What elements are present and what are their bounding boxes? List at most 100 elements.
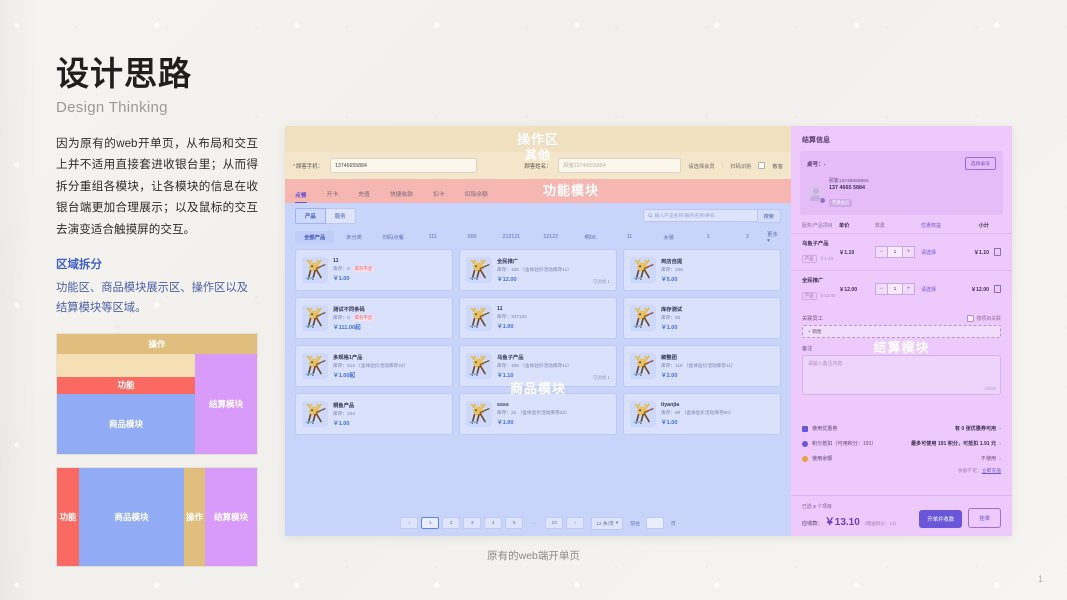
category-item[interactable]: 111 — [428, 234, 437, 240]
coupon-value: 有 0 张优惠券可用 › — [954, 425, 1001, 433]
product-thumbnail-icon — [633, 403, 654, 424]
select-table-button[interactable]: 选择桌号 — [964, 157, 996, 170]
decrease-button[interactable]: − — [875, 246, 888, 258]
balance-row[interactable]: 使用余额 不使用 › — [791, 451, 1012, 466]
product-card[interactable]: 库存测试 库存：83 ￥1.00 — [623, 297, 781, 339]
checkout-button[interactable]: 开单并收款 — [919, 510, 963, 528]
product-stock: 库存：110 （含体验价活动库存11） — [661, 362, 736, 368]
balance-label: 使用余额 — [812, 456, 833, 462]
by-item-checkbox[interactable] — [966, 315, 974, 322]
scan-identify-link[interactable]: 扫码识别 — [730, 163, 752, 170]
page-size-select[interactable]: 12 条/页 ▾ — [591, 516, 624, 530]
category-item[interactable]: 2 — [745, 234, 749, 240]
page-prev[interactable]: ‹ — [400, 517, 419, 529]
type-segment: 产品 服务 — [295, 208, 356, 224]
increase-button[interactable]: + — [902, 283, 915, 295]
page-1[interactable]: 1 — [421, 517, 440, 529]
cart-item-discount[interactable]: 请选择 — [921, 249, 937, 256]
product-card[interactable]: 乌鱼子产品 库存：109 （含体验价活动库存11） ￥1.10 已添加 1 — [459, 345, 617, 387]
product-card[interactable]: 椒整团 库存：110 （含体验价活动库存11） ￥2.00 — [623, 345, 781, 387]
page-2[interactable]: 2 — [442, 517, 461, 529]
increase-button[interactable]: + — [902, 246, 915, 258]
tab-diancan[interactable]: 点餐 — [295, 190, 307, 203]
tab-kouka[interactable]: 扣卡 — [433, 192, 445, 198]
category-item[interactable]: 11 — [626, 234, 633, 240]
search-button[interactable]: 搜索 — [757, 209, 781, 223]
chevron-down-icon: ▾ — [767, 238, 770, 244]
product-card[interactable]: ssss 库存：22 （含体验价活动库存22） ￥1.00 — [459, 393, 617, 435]
select-member-link[interactable]: 请选择会员 — [688, 163, 715, 170]
segment-service[interactable]: 服务 — [325, 208, 356, 224]
category-item[interactable]: 未分类 — [346, 235, 362, 241]
product-name: 铜鱼产品 — [333, 403, 355, 410]
chevron-right-icon: › — [999, 425, 1001, 432]
diagram1-function: 功能 — [57, 376, 195, 394]
category-item[interactable]: 000 — [467, 234, 477, 240]
name-input[interactable]: 顾客13746655884 — [558, 158, 682, 173]
edit-icon[interactable] — [820, 197, 825, 203]
recharge-link[interactable]: 立即充值 — [981, 469, 1001, 474]
remark-textarea[interactable]: 请输入备注内容 0/200 — [802, 355, 1001, 395]
page-4[interactable]: 4 — [484, 517, 503, 529]
page-last[interactable]: 23 — [545, 517, 564, 529]
category-item[interactable]: 1 — [706, 234, 710, 240]
phone-input[interactable]: 13746655884 — [330, 158, 478, 173]
quantity-value[interactable]: 1 — [888, 283, 902, 295]
product-card[interactable]: 到店自提 库存：106 ￥5.00 — [623, 249, 781, 291]
balance-value: 不使用 › — [980, 455, 1001, 463]
function-tabs: 点餐 开卡 充值 快捷收款 扣卡 扣除余额 功能模块 — [285, 179, 791, 203]
goods-grid: 11 库存：0 库存不足 ￥1.00 全民推广 库存：106 （含体验价活动库存11） ￥… — [285, 247, 791, 510]
walkin-checkbox[interactable] — [758, 162, 766, 169]
product-info: tiyanjia 库存：90 （含体验价活动库存90） ￥1.00 — [661, 402, 774, 426]
product-thumbnail-icon — [305, 403, 326, 424]
category-all[interactable]: 全部产品 — [295, 231, 335, 243]
product-info: 到店自提 库存：106 ￥5.00 — [661, 257, 774, 283]
table-number-label: 桌号：- — [807, 161, 826, 168]
category-item[interactable]: 扫码点餐 — [382, 235, 404, 241]
tab-chongzhi[interactable]: 充值 — [358, 192, 370, 198]
delete-item-button[interactable] — [989, 243, 1001, 261]
product-price: ￥5.00 — [661, 276, 678, 283]
delete-item-button[interactable] — [989, 280, 1001, 298]
product-card[interactable]: 11 库存：347152 ￥1.00 — [459, 297, 617, 339]
product-thumbnail-icon — [469, 355, 490, 376]
page-3[interactable]: 3 — [463, 517, 482, 529]
category-item[interactable]: 啊00 — [584, 235, 596, 241]
add-sales-button[interactable]: + 销售 — [802, 325, 1001, 338]
segment-product[interactable]: 产品 — [295, 208, 326, 224]
gift-points: （赠送积分：13） — [861, 521, 900, 526]
tab-kuaijieshoukuan[interactable]: 快捷收款 — [389, 192, 414, 198]
amount-value: ￥13.10 — [824, 517, 860, 528]
tab-kouchuyue[interactable]: 扣除余额 — [464, 192, 488, 198]
product-thumbnail-icon — [469, 403, 490, 424]
quantity-value[interactable]: 1 — [888, 246, 902, 258]
page-5[interactable]: 5 — [505, 517, 524, 529]
category-item[interactable]: 212121 — [502, 234, 521, 240]
coupon-row[interactable]: 使用优惠券 有 0 张优惠券可用 › — [791, 421, 1012, 436]
hold-order-button[interactable]: 挂单 — [968, 508, 1001, 528]
goto-input[interactable] — [645, 517, 664, 529]
product-card[interactable]: tiyanjia 库存：90 （含体验价活动库存90） ￥1.00 — [623, 393, 781, 435]
product-card[interactable]: 全民推广 库存：106 （含体验价活动库存11） ￥12.00 已添加 1 — [459, 249, 617, 291]
cart-item-info: 乌鱼子产品 产品 ￥1.10 — [802, 239, 839, 265]
page-next[interactable]: › — [566, 517, 585, 529]
quantity-stepper[interactable]: −1 + — [875, 246, 921, 258]
customer-info[interactable]: 顾客13746655884 137 4665 5884 普通会员 — [807, 177, 996, 209]
category-item[interactable]: 12122 — [543, 234, 559, 240]
search-input[interactable]: 输入产品名称/服务名称/条码 — [642, 209, 758, 222]
category-more[interactable]: 更多 ▾ — [767, 232, 778, 244]
by-item-toggle[interactable]: 按项目关联 — [966, 315, 1001, 322]
product-card[interactable]: 11 库存：0 库存不足 ￥1.00 — [295, 249, 453, 291]
quantity-stepper[interactable]: −1 + — [875, 283, 921, 295]
product-card[interactable]: 铜鱼产品 库存：104 ￥1.00 — [295, 393, 453, 435]
category-item[interactable]: 女装 — [663, 235, 675, 241]
tab-kaika[interactable]: 开卡 — [326, 192, 339, 198]
decrease-button[interactable]: − — [875, 283, 888, 295]
product-card[interactable]: 测试不同条码 库存：0 库存不足 ￥111.00起 — [295, 297, 453, 339]
points-row[interactable]: 积分抵扣（可用积分：191） 最多可使用 191 积分，可抵扣 1.91 元 › — [791, 436, 1012, 451]
settlement-module: 结算模块 扫码核销 取单 99+ 买单通知 70 结算信息 桌号：- 选择桌号 — [791, 126, 1012, 536]
product-name: 库存测试 — [661, 307, 683, 314]
product-card[interactable]: 多规格1产品 库存：214 （含体验价活动库存22） ￥1.00起 — [295, 345, 453, 387]
col-qty: 数量 — [875, 224, 885, 229]
cart-item-discount[interactable]: 请选择 — [921, 286, 937, 293]
